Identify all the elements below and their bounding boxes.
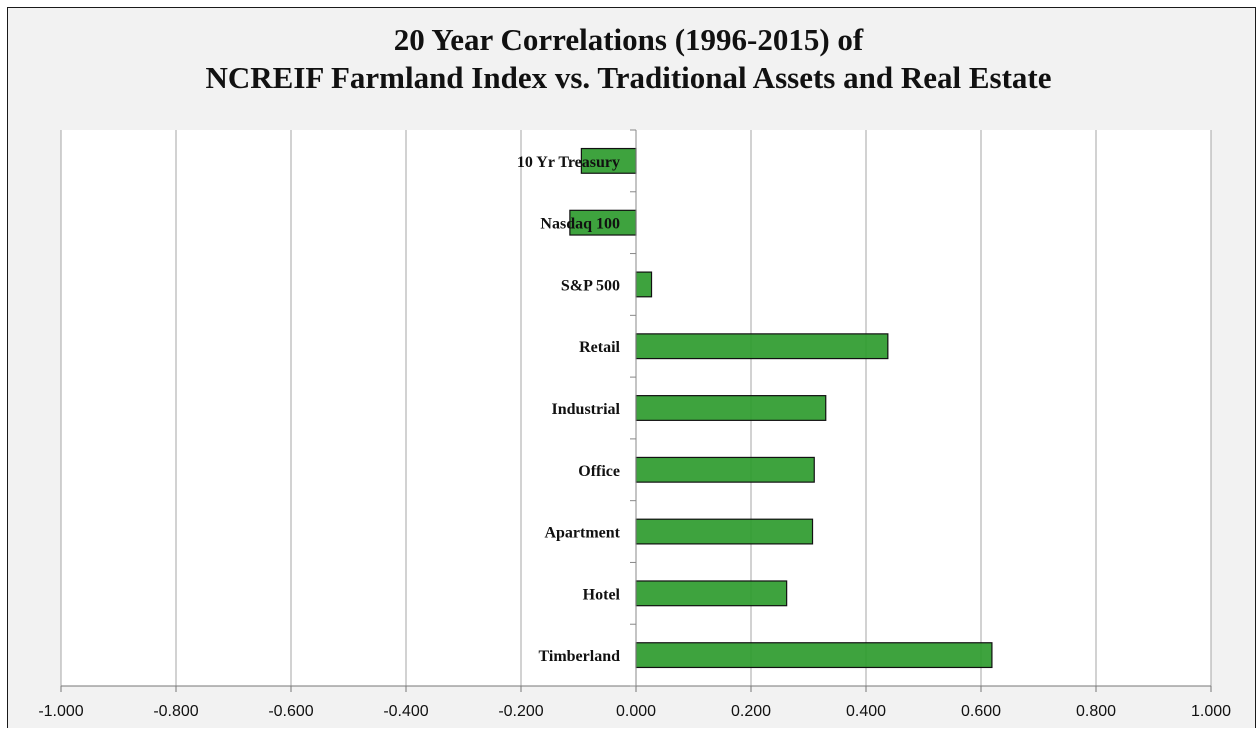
x-tick-label: 0.000 bbox=[616, 703, 656, 720]
category-label: Industrial bbox=[552, 401, 621, 418]
x-tick-label: -0.400 bbox=[383, 703, 428, 720]
bar bbox=[635, 395, 827, 421]
x-tick-label: 0.400 bbox=[846, 703, 886, 720]
axes bbox=[60, 129, 1212, 692]
category-label: S&P 500 bbox=[561, 277, 620, 294]
chart-title-line-1: 20 Year Correlations (1996-2015) of bbox=[393, 22, 864, 57]
bar bbox=[580, 147, 637, 174]
bars bbox=[569, 147, 993, 669]
x-tick-label: -0.200 bbox=[498, 703, 543, 720]
x-tick-label: -0.600 bbox=[268, 703, 313, 720]
chart-title: 20 Year Correlations (1996-2015) of NCRE… bbox=[0, 21, 1257, 97]
category-label: Retail bbox=[579, 339, 620, 356]
category-label: Timberland bbox=[539, 648, 621, 665]
x-tick-label: -0.800 bbox=[153, 703, 198, 720]
category-label: Hotel bbox=[583, 586, 621, 603]
bar bbox=[635, 518, 814, 545]
bar bbox=[635, 580, 788, 607]
x-tick-label: 0.600 bbox=[961, 703, 1001, 720]
bar bbox=[635, 456, 815, 483]
bar bbox=[635, 642, 993, 669]
category-label: Apartment bbox=[544, 525, 620, 542]
labels: -1.000 -0.800 -0.600 -0.400 -0.200 0.000 0.200… bbox=[38, 154, 1231, 720]
x-tick-label: 1.000 bbox=[1191, 703, 1231, 720]
chart-title-line-2: NCREIF Farmland Index vs. Traditional As… bbox=[205, 60, 1052, 95]
x-tick-label: 0.800 bbox=[1076, 703, 1116, 720]
x-tick-label: -1.000 bbox=[38, 703, 83, 720]
category-label: 10 Yr Treasury bbox=[517, 154, 620, 171]
category-label: Office bbox=[578, 463, 620, 480]
bar bbox=[635, 333, 889, 360]
x-tick-label: 0.200 bbox=[731, 703, 771, 720]
category-label: Nasdaq 100 bbox=[540, 216, 620, 233]
bar bbox=[635, 271, 653, 298]
